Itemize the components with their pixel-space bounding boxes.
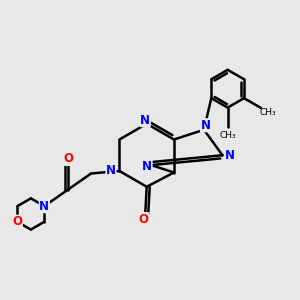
Text: CH₃: CH₃	[219, 131, 236, 140]
Text: O: O	[139, 213, 149, 226]
Text: N: N	[39, 200, 50, 213]
Text: O: O	[64, 152, 74, 165]
Text: N: N	[106, 164, 116, 177]
Text: N: N	[200, 119, 211, 132]
Text: O: O	[12, 215, 22, 228]
Text: N: N	[140, 114, 150, 127]
Text: CH₃: CH₃	[260, 108, 277, 117]
Text: N: N	[142, 160, 152, 173]
Text: N: N	[225, 149, 235, 162]
